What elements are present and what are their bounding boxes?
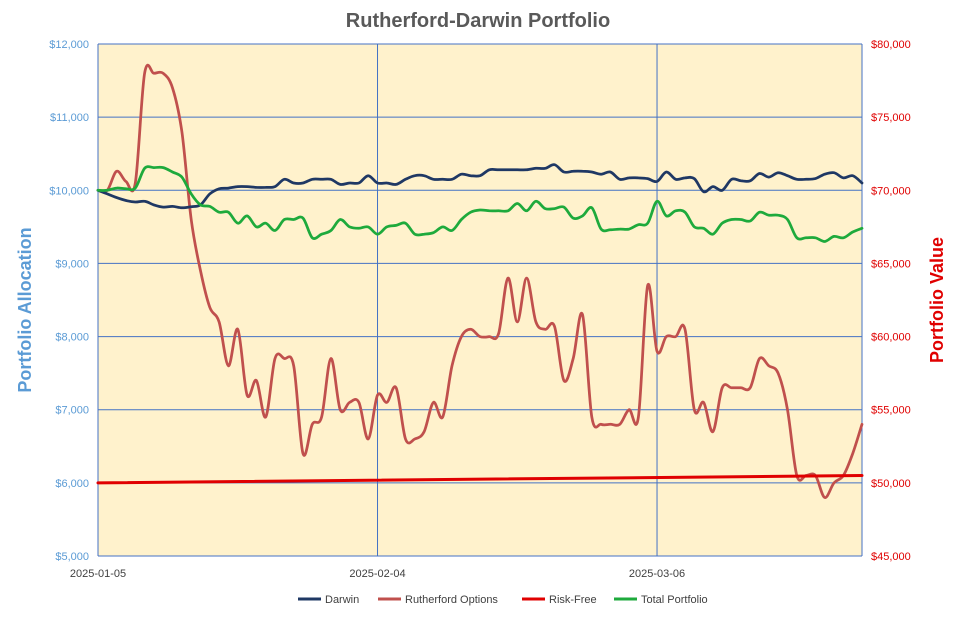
- y-right-tick-label: $60,000: [871, 332, 911, 344]
- y-left-tick-label: $5,000: [55, 551, 89, 563]
- y-right-tick-label: $75,000: [871, 112, 911, 124]
- grid-layer: [97, 43, 863, 557]
- series-line-darwin: [96, 163, 864, 210]
- x-tick-label: 2025-03-06: [629, 568, 685, 580]
- axis-layer: $5,000 $6,000 $7,000 $8,000 $9,000 $10,000 $11…: [49, 39, 911, 580]
- y-right-tick-label: $65,000: [871, 258, 911, 270]
- legend-label: Total Portfolio: [641, 594, 708, 606]
- y-left-axis-title: Portfolio Allocation: [15, 227, 35, 392]
- series-line-total-portfolio: [96, 165, 864, 243]
- legend-item-rutherford-options: Rutherford Options: [378, 594, 498, 606]
- y-right-tick-label: $50,000: [871, 478, 911, 490]
- y-left-tick-label: $6,000: [55, 478, 89, 490]
- series-line-risk-free: [96, 474, 864, 485]
- y-right-tick-label: $55,000: [871, 405, 911, 417]
- x-tick-label: 2025-01-05: [70, 568, 126, 580]
- y-right-tick-label: $70,000: [871, 185, 911, 197]
- y-left-tick-label: $7,000: [55, 405, 89, 417]
- legend: Darwin Rutherford Options Risk-Free Total P…: [298, 594, 708, 606]
- y-left-tick-label: $12,000: [49, 39, 89, 51]
- y-left-tick-label: $10,000: [49, 185, 89, 197]
- y-left-tick-label: $9,000: [55, 258, 89, 270]
- legend-item-darwin: Darwin: [298, 594, 359, 606]
- series-layer: [96, 63, 864, 499]
- legend-label: Rutherford Options: [405, 594, 498, 606]
- y-right-tick-label: $45,000: [871, 551, 911, 563]
- legend-label: Darwin: [325, 594, 359, 606]
- legend-item-risk-free: Risk-Free: [522, 594, 597, 606]
- legend-item-total-portfolio: Total Portfolio: [614, 594, 708, 606]
- chart-title: Rutherford-Darwin Portfolio: [346, 10, 610, 32]
- plot-area: [98, 44, 862, 556]
- y-right-axis-title: Portfolio Value: [927, 237, 947, 363]
- legend-label: Risk-Free: [549, 594, 597, 606]
- y-right-tick-label: $80,000: [871, 39, 911, 51]
- y-left-tick-label: $8,000: [55, 332, 89, 344]
- y-left-tick-label: $11,000: [50, 112, 89, 124]
- series-line-rutherford-options: [96, 63, 864, 499]
- x-tick-label: 2025-02-04: [349, 568, 405, 580]
